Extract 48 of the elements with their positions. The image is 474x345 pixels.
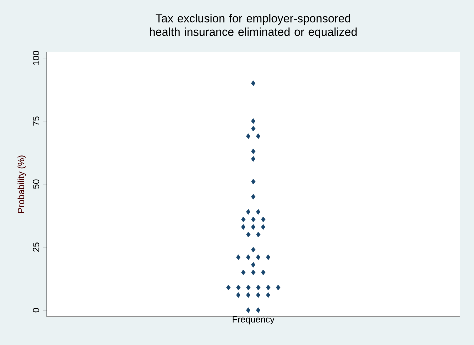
point (261, 224, 266, 230)
point (261, 270, 266, 276)
point (251, 224, 256, 230)
y-tick-label: 100 (33, 51, 40, 66)
y-tick-label: 0 (33, 308, 40, 313)
point (246, 284, 251, 291)
x-axis-title: Frequency (232, 316, 275, 325)
point (251, 194, 256, 200)
point (251, 126, 256, 132)
point (241, 216, 246, 222)
point (246, 232, 251, 238)
point (256, 308, 261, 314)
point (251, 80, 256, 86)
point (266, 292, 271, 298)
point (251, 179, 256, 185)
point (256, 292, 261, 298)
point (266, 254, 271, 260)
point (256, 134, 261, 140)
point (266, 284, 271, 291)
point (241, 224, 246, 230)
y-axis-title: Probability (%) (18, 156, 26, 214)
chart-title: Tax exclusion for employer-sponsored health insurance eliminated or equalized (150, 14, 357, 38)
point (251, 247, 256, 253)
point (246, 134, 251, 140)
y-tick-label: 25 (33, 242, 40, 252)
point (251, 270, 256, 276)
point (246, 254, 251, 260)
point (251, 216, 256, 222)
point (236, 284, 241, 291)
y-tick-label: 50 (33, 180, 40, 190)
point (226, 284, 231, 291)
point (236, 292, 241, 298)
point (251, 118, 256, 124)
point (256, 284, 261, 291)
y-tick-label: 75 (33, 116, 40, 126)
point (261, 216, 266, 222)
point (246, 209, 251, 215)
point (251, 262, 256, 268)
point (276, 284, 281, 291)
point (246, 292, 251, 298)
point (256, 232, 261, 238)
point (246, 308, 251, 314)
point (251, 148, 256, 154)
point (256, 254, 261, 260)
point (256, 209, 261, 215)
point (251, 156, 256, 162)
point (236, 254, 241, 260)
point (241, 270, 246, 276)
